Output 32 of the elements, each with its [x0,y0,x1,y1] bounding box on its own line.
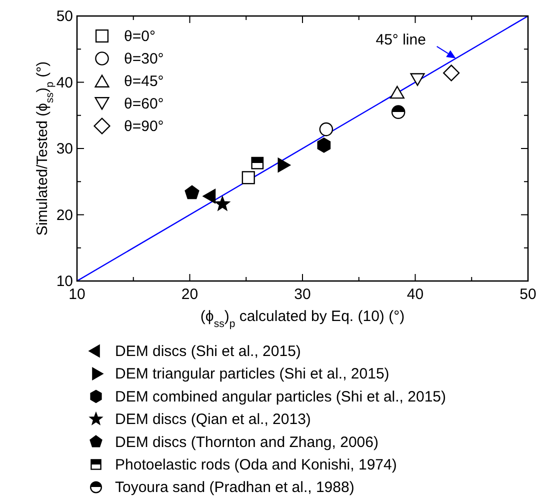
legend-label: Toyoura sand (Pradhan et al., 1988) [115,479,354,496]
x-tick-label: 50 [520,286,536,303]
legend-label: DEM discs (Shi et al., 2015) [115,343,301,360]
y-tick-label: 50 [56,8,73,25]
point [391,105,406,119]
point [184,185,200,200]
legend-label: θ=90° [124,118,164,135]
legend-label: θ=60° [124,96,164,112]
point [390,86,404,99]
x-tick-label: 40 [406,286,424,303]
legend-label: DEM discs (Thornton and Zhang, 2006) [115,434,378,451]
point [317,138,331,153]
x-tick-label: 30 [294,286,311,303]
legend-label: Photoelastic rods (Oda and Konishi, 1974) [115,456,397,474]
annotation: 45° line [376,31,426,48]
legend-label: θ=30° [124,50,164,68]
point [410,73,425,86]
legend-label: DEM discs (Qian et al., 2013) [115,411,311,428]
y-tick-label: 30 [56,140,73,158]
legend-label: θ=0° [124,28,156,45]
y-tick-label: 20 [56,206,73,224]
legend-label: θ=45° [124,73,164,90]
point [319,122,334,136]
point [443,64,460,82]
x-tick-label: 20 [181,286,198,303]
point [251,156,264,170]
point [242,171,255,184]
x-axis-title: (ϕ$_{ss}$)$_{p}$ calculated by Eq. (10) (°) [200,308,405,330]
point [215,196,230,210]
legend-label: DEM combined angular particles (Shi et al., 2015) [115,388,446,406]
legend-label: DEM triangular particles (Shi et al., 2015) [115,366,390,383]
y-tick-label: 40 [56,74,73,92]
